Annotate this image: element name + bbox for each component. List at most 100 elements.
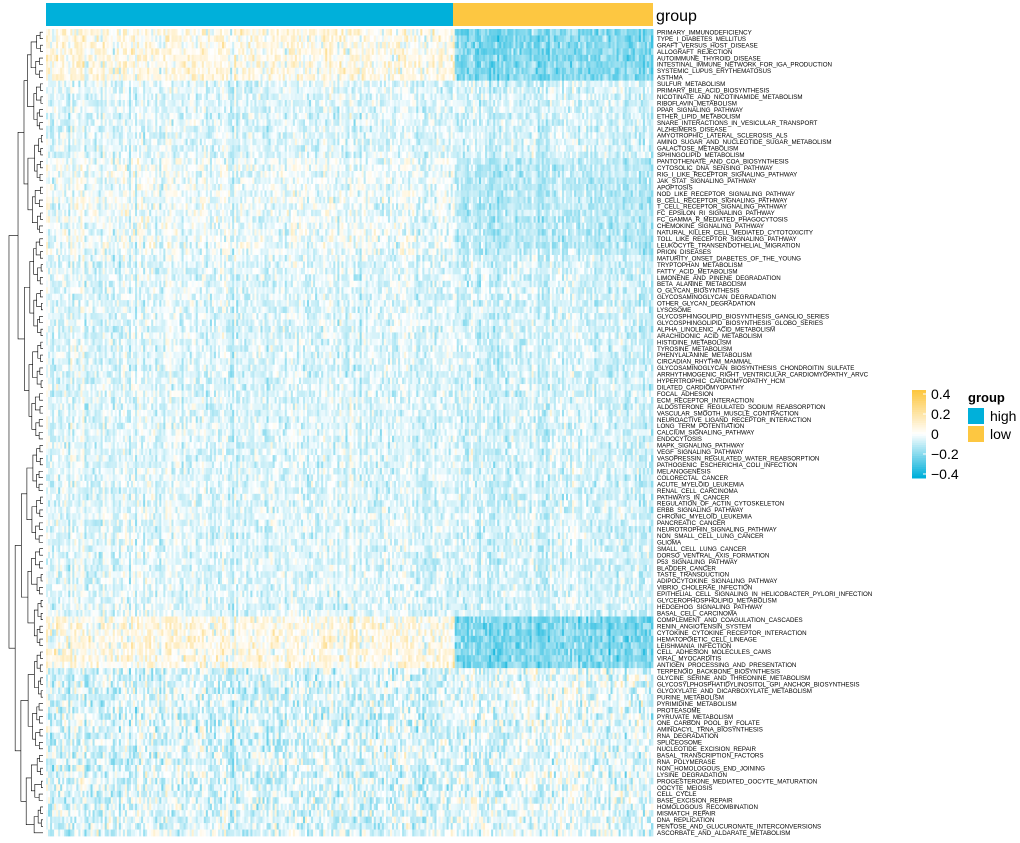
- heatmap-cell: [128, 35, 132, 43]
- heatmap-cell: [474, 74, 478, 82]
- heatmap-cell: [464, 29, 468, 36]
- heatmap-cell: [169, 48, 172, 56]
- heatmap-cell: [598, 41, 601, 49]
- heatmap-cell: [385, 35, 389, 43]
- heatmap-cell: [590, 29, 593, 36]
- heatmap-cell: [50, 61, 53, 69]
- heatmap-cell: [60, 35, 63, 43]
- heatmap-cell: [527, 29, 530, 36]
- heatmap-cell: [596, 48, 599, 56]
- heatmap-cell: [572, 74, 575, 82]
- heatmap-cell: [650, 35, 654, 43]
- heatmap-cell: [438, 80, 441, 88]
- heatmap-cell: [268, 74, 271, 82]
- heatmap-cell: [513, 74, 516, 82]
- heatmap-cell: [424, 74, 427, 82]
- heatmap-cell: [193, 35, 197, 43]
- heatmap-cell: [173, 74, 176, 82]
- heatmap-cell: [402, 80, 405, 88]
- heatmap-cell: [64, 54, 67, 62]
- heatmap-cell: [436, 35, 439, 43]
- heatmap-cell: [521, 74, 524, 82]
- heatmap-cell: [165, 41, 168, 49]
- heatmap-cell: [149, 48, 152, 56]
- heatmap-cell: [96, 48, 99, 56]
- heatmap-cell: [412, 54, 415, 62]
- heatmap-cell: [84, 35, 87, 43]
- heatmap-cell: [426, 61, 429, 69]
- heatmap-cell: [450, 35, 454, 43]
- heatmap-cell: [383, 80, 387, 88]
- heatmap-cell: [507, 48, 510, 56]
- heatmap-cell: [317, 54, 320, 62]
- heatmap-cell: [555, 74, 559, 82]
- heatmap-cell: [391, 41, 395, 49]
- heatmap-cell: [217, 61, 221, 69]
- heatmap-cell: [266, 48, 269, 56]
- heatmap-cell: [294, 67, 298, 75]
- heatmap-cell: [264, 35, 267, 43]
- heatmap-cell: [163, 41, 166, 49]
- heatmap-cell: [491, 54, 494, 62]
- heatmap-cell: [509, 67, 512, 75]
- heatmap-cell: [165, 61, 168, 69]
- heatmap-cell: [582, 48, 585, 56]
- heatmap-cell: [240, 35, 243, 43]
- heatmap-cell: [438, 67, 441, 75]
- dendrogram-branch: [40, 767, 43, 775]
- heatmap-cell: [557, 54, 561, 62]
- heatmap-cell: [323, 74, 326, 82]
- heatmap-cell: [52, 48, 55, 56]
- heatmap-cell: [244, 41, 247, 49]
- heatmap-cell: [278, 41, 282, 49]
- heatmap-cell: [648, 35, 652, 43]
- heatmap-cell: [387, 74, 391, 82]
- heatmap-cell: [191, 48, 195, 56]
- heatmap-cell: [222, 41, 225, 49]
- heatmap-cell: [566, 48, 569, 56]
- heatmap-cell: [495, 48, 498, 56]
- heatmap-cell: [84, 80, 87, 88]
- heatmap-cell: [543, 29, 547, 36]
- heatmap-cell: [626, 41, 630, 49]
- heatmap-cell: [203, 80, 207, 88]
- heatmap-cell: [161, 67, 164, 75]
- heatmap-cell: [331, 54, 334, 62]
- heatmap-cell: [570, 29, 573, 36]
- heatmap-cell: [189, 80, 193, 88]
- heatmap-cell: [377, 74, 381, 82]
- heatmap-cell: [533, 61, 537, 69]
- heatmap-cell: [92, 67, 95, 75]
- heatmap-cell: [286, 67, 290, 75]
- heatmap-cell: [181, 48, 184, 56]
- heatmap-cell: [66, 41, 69, 49]
- heatmap-cell: [201, 61, 205, 69]
- heatmap-cell: [276, 67, 280, 75]
- heatmap-cell: [345, 41, 348, 49]
- heatmap-cell: [418, 41, 421, 49]
- heatmap-cell: [448, 74, 452, 82]
- heatmap-cell: [630, 67, 634, 75]
- heatmap-cell: [244, 29, 247, 36]
- heatmap-cell: [381, 41, 385, 49]
- heatmap-cell: [74, 80, 77, 88]
- heatmap-cell: [434, 74, 437, 82]
- heatmap-cell: [422, 54, 425, 62]
- heatmap-cell: [598, 54, 601, 62]
- heatmap-cell: [224, 35, 227, 43]
- heatmap-cell: [531, 35, 535, 43]
- heatmap-cell: [389, 35, 393, 43]
- heatmap-cell: [118, 74, 122, 82]
- heatmap-cell: [371, 41, 375, 49]
- heatmap-cell: [434, 41, 437, 49]
- heatmap-cell: [608, 48, 611, 56]
- heatmap-cell: [155, 67, 158, 75]
- heatmap-cell: [108, 35, 112, 43]
- heatmap-cell: [236, 80, 239, 88]
- heatmap-cell: [511, 29, 514, 36]
- heatmap-cell: [343, 35, 346, 43]
- heatmap-cell: [244, 67, 247, 75]
- heatmap-cell: [313, 48, 316, 56]
- heatmap-cell: [78, 48, 81, 56]
- heatmap-cell: [139, 54, 142, 62]
